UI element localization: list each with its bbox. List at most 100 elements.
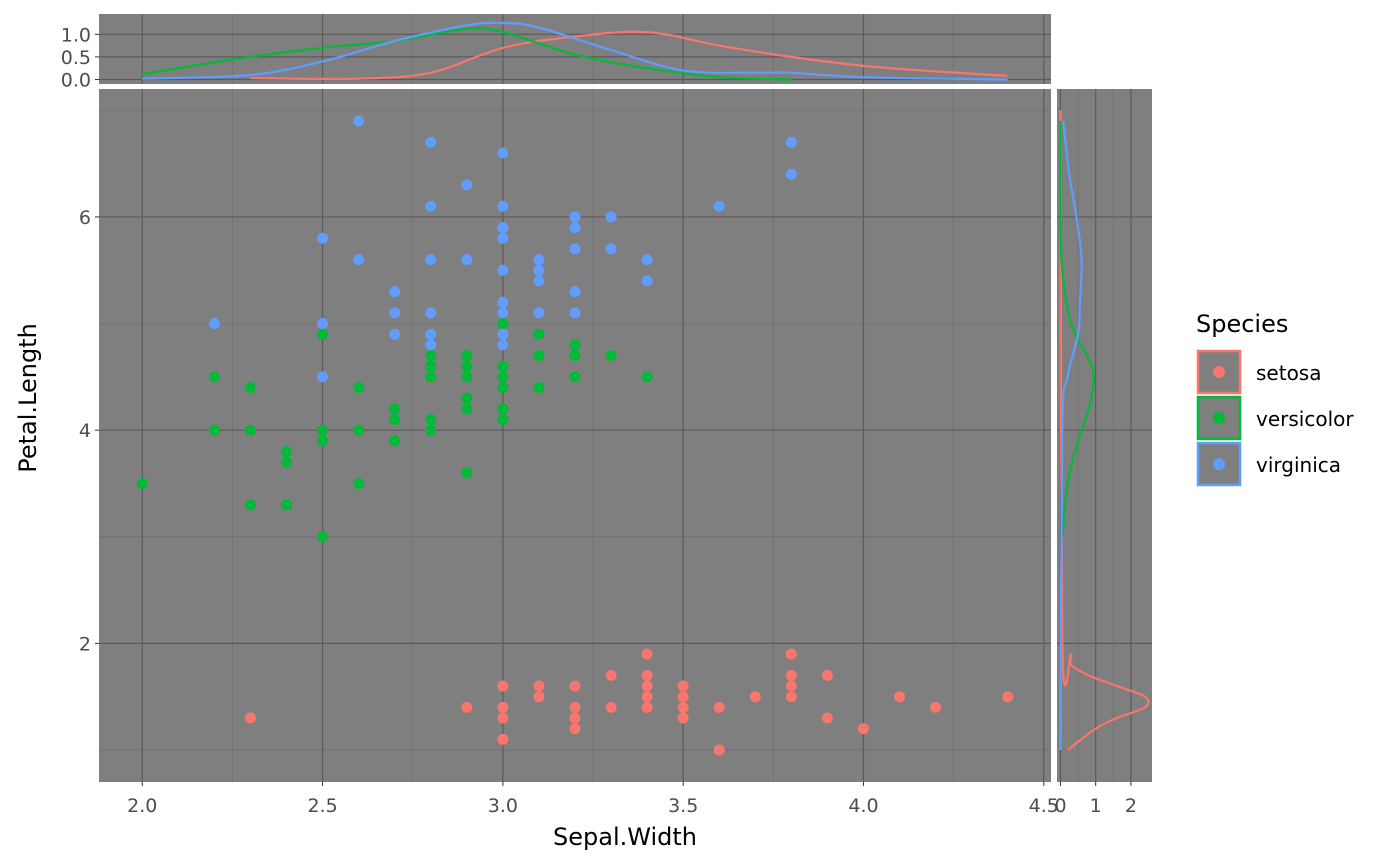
point-virginica — [317, 318, 329, 330]
x-tick-label: 2.0 — [127, 795, 157, 817]
point-versicolor — [281, 445, 293, 457]
right-density-tick-label: 2 — [1125, 795, 1137, 817]
point-versicolor — [353, 424, 365, 436]
x-tick-label: 4.0 — [848, 795, 878, 817]
point-setosa — [569, 680, 581, 692]
point-versicolor — [389, 403, 401, 415]
point-versicolor — [244, 424, 256, 436]
point-versicolor — [425, 350, 437, 362]
point-setosa — [605, 669, 617, 681]
point-versicolor — [497, 414, 509, 426]
point-setosa — [930, 701, 942, 713]
point-setosa — [785, 691, 797, 703]
point-virginica — [497, 232, 509, 244]
point-setosa — [713, 744, 725, 756]
point-versicolor — [461, 371, 473, 383]
point-virginica — [569, 286, 581, 298]
point-versicolor — [425, 360, 437, 372]
y-axis-tick-labels: 2 4 6 — [79, 207, 99, 655]
point-virginica — [497, 328, 509, 340]
y-tick-label: 2 — [79, 633, 91, 655]
point-versicolor — [461, 392, 473, 404]
point-virginica — [317, 232, 329, 244]
x-tick-label: 3.5 — [668, 795, 698, 817]
point-setosa — [641, 680, 653, 692]
point-virginica — [461, 179, 473, 191]
point-virginica — [425, 136, 437, 148]
top-density-tick-label: 0.5 — [61, 47, 91, 69]
point-setosa — [641, 648, 653, 660]
point-virginica — [497, 147, 509, 159]
point-virginica — [497, 222, 509, 234]
legend-swatch-versicolor — [1213, 412, 1225, 424]
point-versicolor — [497, 403, 509, 415]
x-axis-title: Sepal.Width — [553, 823, 697, 851]
point-versicolor — [533, 328, 545, 340]
point-setosa — [1002, 691, 1014, 703]
top-density-panel-background — [99, 14, 1051, 84]
x-tick-label: 2.5 — [307, 795, 337, 817]
point-versicolor — [317, 531, 329, 543]
point-versicolor — [317, 328, 329, 340]
point-virginica — [569, 222, 581, 234]
point-setosa — [244, 712, 256, 724]
point-virginica — [389, 328, 401, 340]
point-setosa — [533, 680, 545, 692]
point-virginica — [425, 339, 437, 351]
point-setosa — [461, 701, 473, 713]
legend-swatch-virginica — [1213, 458, 1225, 470]
point-versicolor — [281, 456, 293, 468]
scatter-points — [136, 115, 1014, 756]
point-versicolor — [641, 371, 653, 383]
point-versicolor — [461, 403, 473, 415]
point-versicolor — [497, 360, 509, 372]
point-versicolor — [353, 382, 365, 394]
right-density-curves — [1059, 110, 1150, 751]
top-density-curves — [142, 21, 1008, 81]
x-axis-tick-labels: 2.0 2.5 3.0 3.5 4.0 4.5 — [127, 782, 1059, 817]
point-virginica — [533, 275, 545, 287]
point-setosa — [713, 701, 725, 713]
top-density-setosa — [250, 30, 1008, 81]
point-virginica — [605, 243, 617, 255]
point-versicolor — [281, 499, 293, 511]
point-virginica — [605, 211, 617, 223]
right-density-tick-label: 1 — [1090, 795, 1102, 817]
point-setosa — [677, 712, 689, 724]
point-setosa — [605, 701, 617, 713]
x-tick-label: 3.0 — [488, 795, 518, 817]
point-versicolor — [497, 382, 509, 394]
point-versicolor — [497, 371, 509, 383]
point-setosa — [497, 733, 509, 745]
point-virginica — [425, 307, 437, 319]
point-setosa — [749, 691, 761, 703]
point-setosa — [894, 691, 906, 703]
y-tick-label: 6 — [79, 207, 91, 229]
point-setosa — [533, 691, 545, 703]
top-density-tick-label: 1.0 — [61, 24, 91, 46]
point-versicolor — [569, 371, 581, 383]
point-virginica — [533, 307, 545, 319]
point-virginica — [497, 264, 509, 276]
right-density-tick-labels: 0 1 2 — [1054, 782, 1137, 817]
top-density-tick-labels: 0.00.51.0 — [61, 24, 99, 91]
point-versicolor — [425, 371, 437, 383]
point-virginica — [533, 254, 545, 266]
point-versicolor — [136, 477, 148, 489]
point-setosa — [641, 669, 653, 681]
point-virginica — [389, 307, 401, 319]
point-versicolor — [389, 414, 401, 426]
point-virginica — [497, 307, 509, 319]
point-versicolor — [605, 350, 617, 362]
point-virginica — [497, 200, 509, 212]
point-versicolor — [569, 339, 581, 351]
legend-title: Species — [1196, 310, 1288, 338]
point-versicolor — [208, 424, 220, 436]
point-setosa — [821, 669, 833, 681]
right-density-virginica — [1059, 120, 1083, 751]
point-virginica — [353, 115, 365, 127]
main-panel-background — [99, 89, 1051, 782]
top-density-versicolor — [142, 27, 792, 81]
y-axis-title: Petal.Length — [14, 323, 42, 473]
